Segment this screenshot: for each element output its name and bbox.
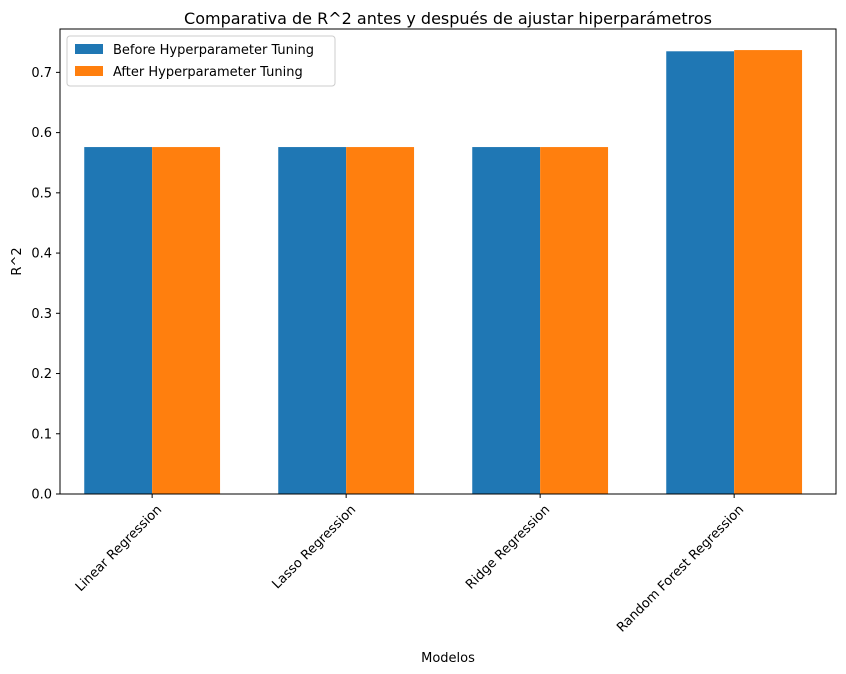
y-axis: 0.0 0.1 0.2 0.3 0.4 0.5 0.6 0.7 [31,66,60,503]
y-tick-label: 0.5 [31,186,52,201]
x-tick-label: Lasso Regression [269,502,359,592]
y-tick-label: 0.6 [31,126,52,141]
x-axis: Linear Regression Lasso Regression Ridge R… [73,494,747,635]
chart-title: Comparativa de R^2 antes y después de aj… [184,9,712,28]
x-tick-label: Ridge Regression [463,502,553,592]
y-tick-label: 0.3 [31,307,52,322]
x-tick-label: Random Forest Regression [614,502,747,635]
bar-after-2 [540,147,609,494]
bar-before-1 [278,147,347,494]
bar-before-3 [666,51,735,494]
legend-label-after: After Hyperparameter Tuning [113,65,303,80]
bar-after-0 [152,147,221,494]
y-tick-label: 0.0 [31,488,52,503]
legend-swatch-after [75,66,103,76]
legend: Before Hyperparameter Tuning After Hyper… [66,35,336,87]
bar-before-0 [84,147,153,494]
x-tick-label: Linear Regression [73,502,165,594]
y-tick-label: 0.2 [31,367,52,382]
y-tick-label: 0.1 [31,427,52,442]
bars-layer [84,50,803,494]
bar-after-1 [346,147,415,494]
y-axis-label: R^2 [10,247,25,275]
plot-area [59,28,837,495]
legend-swatch-before [75,44,103,54]
legend-box [66,35,336,87]
bar-after-3 [734,50,803,494]
bar-before-2 [472,147,541,494]
legend-label-before: Before Hyperparameter Tuning [113,43,314,58]
axes-frame [59,28,837,495]
x-axis-label: Modelos [421,651,475,666]
y-tick-label: 0.4 [31,247,52,262]
y-tick-label: 0.7 [31,66,52,81]
